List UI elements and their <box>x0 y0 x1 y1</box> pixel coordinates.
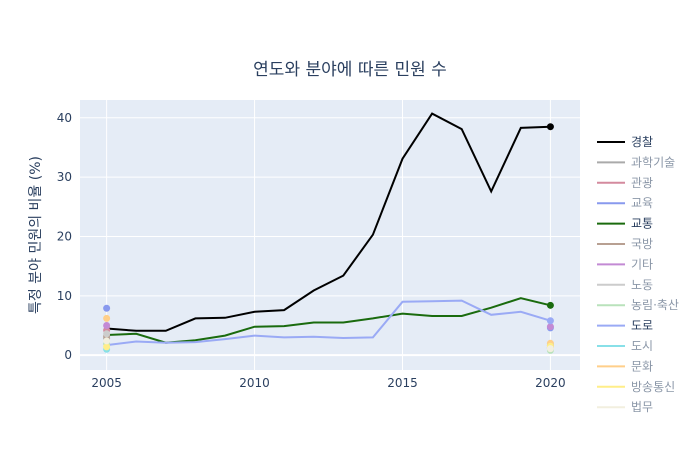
plot-area <box>80 100 580 370</box>
legend-label: 법무 <box>631 400 653 414</box>
legend-label: 기타 <box>631 257 653 271</box>
legend-item[interactable]: 기타 <box>597 257 653 271</box>
legend-label: 농림·축산 <box>631 298 679 312</box>
series-point-11 <box>103 314 111 322</box>
legend-label: 방송통신 <box>631 380 675 394</box>
series-lines <box>106 112 551 347</box>
x-tick-label: 2020 <box>535 376 566 390</box>
series-point-13 <box>103 337 111 345</box>
series-point-12 <box>103 343 111 351</box>
chart-title: 연도와 분야에 따른 민원 수 <box>253 60 447 80</box>
y-axis-title: 특정 분야 민원의 비율 (%) <box>28 156 44 314</box>
series-markers <box>103 123 554 354</box>
y-tick-label: 20 <box>57 229 72 243</box>
legend-item[interactable]: 경찰 <box>597 135 653 149</box>
legend-label: 관광 <box>631 176 653 190</box>
series-line-9 <box>106 299 551 347</box>
legend-label: 도로 <box>631 319 653 333</box>
x-tick-label: 2010 <box>239 376 270 390</box>
legend-label: 과학기술 <box>631 155 675 169</box>
legend-label: 경찰 <box>631 135 653 149</box>
y-tick-label: 40 <box>57 111 72 125</box>
legend-item[interactable]: 법무 <box>597 400 653 414</box>
legend-item[interactable]: 도로 <box>597 319 653 333</box>
legend-item[interactable]: 도시 <box>597 339 653 353</box>
series-point-6 <box>546 323 554 331</box>
y-ticks: 0 10 20 30 40 <box>57 111 72 362</box>
legend-label: 교통 <box>631 217 653 231</box>
legend-label: 문화 <box>631 359 653 373</box>
series-point-13 <box>546 345 554 353</box>
series-point-3 <box>103 304 111 312</box>
x-ticks: 2005 2010 2015 2020 <box>91 376 565 390</box>
legend-item[interactable]: 교통 <box>597 217 653 231</box>
legend-item[interactable]: 농림·축산 <box>597 298 679 312</box>
grid <box>80 100 580 370</box>
legend-item[interactable]: 교육 <box>597 196 653 210</box>
series-point-7 <box>103 330 111 338</box>
legend-label: 도시 <box>631 339 653 353</box>
legend-label: 교육 <box>631 196 653 210</box>
legend-label: 노동 <box>631 278 653 292</box>
legend-item[interactable]: 관광 <box>597 176 653 190</box>
series-point-6 <box>103 321 111 329</box>
series-point-9 <box>546 317 554 325</box>
legend-item[interactable]: 국방 <box>597 237 653 251</box>
y-tick-label: 10 <box>57 289 72 303</box>
series-line-0 <box>106 112 551 332</box>
legend-item[interactable]: 방송통신 <box>597 380 675 394</box>
series-point-0 <box>546 123 554 131</box>
y-tick-label: 0 <box>64 348 72 362</box>
legend-item[interactable]: 노동 <box>597 278 653 292</box>
legend-item[interactable]: 과학기술 <box>597 155 675 169</box>
legend-item[interactable]: 문화 <box>597 359 653 373</box>
legend-label: 국방 <box>631 237 653 251</box>
y-tick-label: 30 <box>57 170 72 184</box>
x-tick-label: 2015 <box>387 376 418 390</box>
series-point-4 <box>546 301 554 309</box>
x-tick-label: 2005 <box>91 376 122 390</box>
